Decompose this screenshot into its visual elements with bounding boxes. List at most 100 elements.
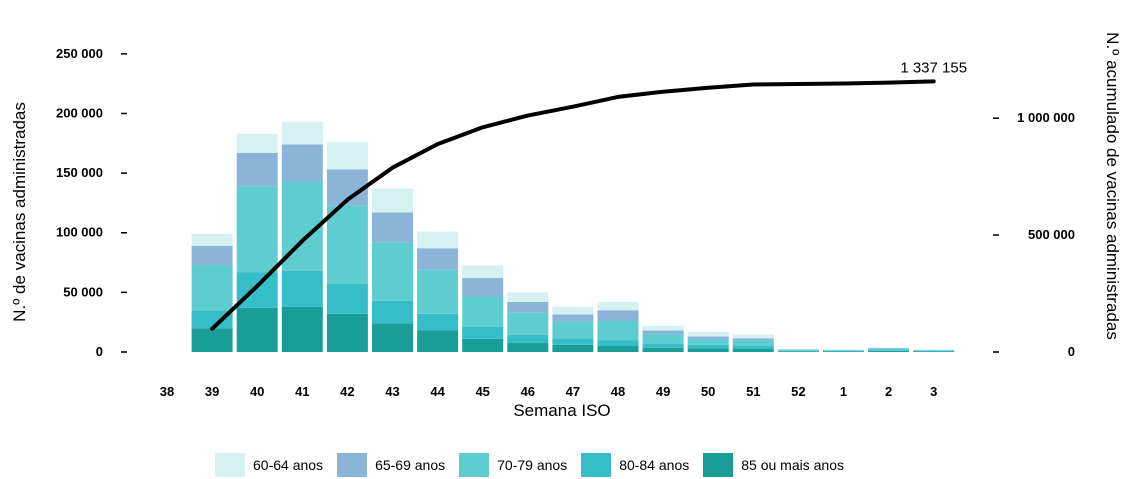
cumulative-total-annotation: 1 337 155 xyxy=(900,59,967,76)
y-tick-label: 0 xyxy=(96,344,103,359)
legend-item-60-64: 60-64 anos xyxy=(215,453,323,477)
bar-week-52-series-1 xyxy=(777,350,819,352)
legend-label-70-79: 70-79 anos xyxy=(497,457,568,473)
bar-week-2-series-3 xyxy=(868,347,910,349)
bar-week-39-series-3 xyxy=(191,245,233,265)
bar-week-40-series-3 xyxy=(236,152,278,187)
legend-item-70-79: 70-79 anos xyxy=(459,453,567,477)
x-tick-label-41: 41 xyxy=(295,384,309,399)
x-axis-title: Semana ISO xyxy=(513,401,610,420)
x-tick-label-2: 2 xyxy=(885,384,892,399)
x-tick-label-39: 39 xyxy=(205,384,219,399)
x-tick-label-52: 52 xyxy=(791,384,805,399)
bar-week-41-series-3 xyxy=(281,144,323,182)
x-tick-label-3: 3 xyxy=(930,384,937,399)
bar-week-49-series-4 xyxy=(642,325,684,331)
legend-swatch-80-84 xyxy=(581,453,612,477)
bar-week-47-series-1 xyxy=(552,338,594,345)
bar-week-43-series-2 xyxy=(372,242,413,301)
y-tick-label: 50 000 xyxy=(63,284,103,299)
legend-swatch-60-64 xyxy=(215,453,245,477)
legend: 60-64 anos 65-69 anos 70-79 anos 80-84 a… xyxy=(215,452,858,478)
bar-week-46-series-0 xyxy=(507,343,549,352)
bar-week-2-series-0 xyxy=(868,351,910,352)
bar-week-52-series-2 xyxy=(777,349,819,351)
x-tick-label-40: 40 xyxy=(250,384,264,399)
bar-week-41-series-1 xyxy=(281,270,323,307)
bar-week-48-series-0 xyxy=(597,346,639,352)
x-tick-label-43: 43 xyxy=(385,384,399,399)
bar-week-47-series-3 xyxy=(552,314,594,322)
bar-week-48-series-2 xyxy=(597,320,639,341)
bar-week-39-series-1 xyxy=(191,310,233,329)
bar-week-48-series-1 xyxy=(597,340,639,347)
bar-week-1-series-0 xyxy=(823,351,864,352)
bar-week-42-series-1 xyxy=(326,284,368,314)
bar-week-52-series-3 xyxy=(777,349,819,350)
bar-week-43-series-3 xyxy=(372,212,413,243)
bar-week-46-series-2 xyxy=(507,312,549,335)
bar-week-45-series-1 xyxy=(462,326,504,339)
y-tick-label: 250 000 xyxy=(56,46,103,61)
bar-week-40-series-4 xyxy=(236,133,278,153)
bar-week-44-series-3 xyxy=(417,248,459,270)
bar-week-51-series-3 xyxy=(732,338,774,341)
y-tick-label: 100 000 xyxy=(56,225,103,240)
bar-week-43-series-1 xyxy=(372,300,413,324)
bar-week-44-series-4 xyxy=(417,231,459,249)
stacked-bars xyxy=(191,121,955,352)
x-tick-label-42: 42 xyxy=(340,384,354,399)
y2-tick-label: 0 xyxy=(1068,344,1075,359)
x-tick-label-48: 48 xyxy=(611,384,625,399)
bar-week-47-series-0 xyxy=(552,344,594,352)
cumulative-line xyxy=(210,79,936,331)
bar-week-41-series-4 xyxy=(281,121,323,145)
x-tick-label-46: 46 xyxy=(521,384,535,399)
bar-week-49-series-0 xyxy=(642,347,684,352)
bar-week-44-series-0 xyxy=(417,330,459,352)
bar-week-50-series-1 xyxy=(687,344,729,349)
x-tick-label-51: 51 xyxy=(746,384,760,399)
x-tick-label-1: 1 xyxy=(840,384,847,399)
bar-week-42-series-2 xyxy=(326,205,368,285)
bar-week-42-series-4 xyxy=(326,142,368,170)
x-axis-ticks: 38 39 40 41 42 43 44 45 46 47 48 49 50 51 52 1 2 3 xyxy=(160,384,938,399)
bar-week-49-series-3 xyxy=(642,330,684,335)
bar-week-45-series-2 xyxy=(462,296,504,327)
y2-tick-label: 1 000 000 xyxy=(1017,110,1075,125)
bar-week-44-series-1 xyxy=(417,313,459,331)
y-tick-label: 150 000 xyxy=(56,165,103,180)
y-tick-label: 200 000 xyxy=(56,105,103,120)
bar-week-45-series-4 xyxy=(462,265,504,279)
bar-week-39-series-4 xyxy=(191,233,233,246)
right-axis-ticks: 0 500 000 1 000 000 xyxy=(993,110,1075,359)
bar-week-41-series-0 xyxy=(281,306,323,352)
legend-label-85-plus: 85 ou mais anos xyxy=(741,457,844,473)
bar-week-40-series-0 xyxy=(236,307,278,352)
legend-swatch-85-plus xyxy=(703,453,734,477)
x-tick-label-38: 38 xyxy=(160,384,174,399)
bar-week-51-series-2 xyxy=(732,340,774,347)
bar-week-46-series-3 xyxy=(507,301,549,313)
bar-week-51-series-0 xyxy=(732,349,774,352)
bar-week-44-series-2 xyxy=(417,269,459,314)
bar-week-50-series-2 xyxy=(687,338,729,345)
bar-week-45-series-0 xyxy=(462,338,504,352)
x-tick-label-50: 50 xyxy=(701,384,715,399)
left-axis-ticks: 0 50 000 100 000 150 000 200 000 250 000 xyxy=(56,46,127,359)
legend-item-65-69: 65-69 anos xyxy=(337,453,445,477)
legend-label-65-69: 65-69 anos xyxy=(375,457,446,473)
legend-label-80-84: 80-84 anos xyxy=(619,457,690,473)
bar-week-52-series-0 xyxy=(777,351,819,352)
bar-week-50-series-0 xyxy=(687,348,729,352)
bar-week-46-series-1 xyxy=(507,334,549,344)
x-tick-label-44: 44 xyxy=(430,384,445,399)
x-tick-label-45: 45 xyxy=(475,384,489,399)
y2-tick-label: 500 000 xyxy=(1028,227,1075,242)
bar-week-49-series-1 xyxy=(642,343,684,348)
cumulative-line-layer xyxy=(210,79,936,331)
bar-week-49-series-2 xyxy=(642,334,684,344)
bar-week-40-series-1 xyxy=(236,272,278,308)
y-axis-title: N.º de vacinas administradas xyxy=(10,102,29,322)
